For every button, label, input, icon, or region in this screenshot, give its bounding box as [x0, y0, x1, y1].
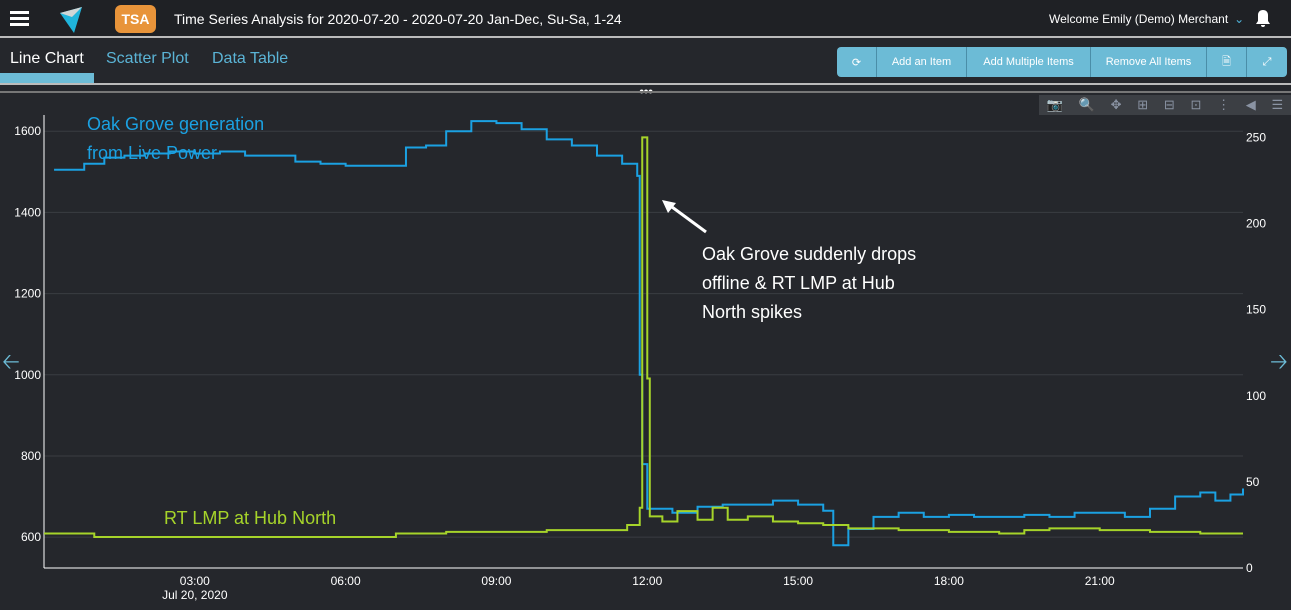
refresh-icon: ⟳ [851, 56, 862, 69]
expand-icon: ⤢ [1262, 55, 1272, 68]
y-right-tick-label: 0 [1246, 561, 1253, 575]
x-tick-label: 21:00 [1085, 574, 1115, 588]
next-arrow-icon[interactable]: 🡢 [1270, 349, 1288, 374]
document-icon: 🗎 [1222, 55, 1231, 68]
line-chart: 600 800 1000 1200 1400 1600 0 50 100 150 200 250 03:… [14, 114, 1266, 602]
tab-data-table[interactable]: Data Table [212, 50, 289, 67]
hamburger-menu-icon[interactable] [10, 11, 29, 26]
autoscale-icon[interactable]: ⊡ [1190, 97, 1202, 112]
hover-closest-icon[interactable]: ◀ [1245, 97, 1256, 112]
annotation-arrow [671, 205, 707, 234]
x-tick-label: 18:00 [934, 574, 964, 588]
annotation-text: offline & RT LMP at Hub [702, 273, 895, 293]
camera-icon[interactable]: 📷 [1046, 97, 1064, 112]
zoom-icon[interactable]: 🔍 [1078, 97, 1095, 112]
y-right-tick-label: 100 [1246, 389, 1266, 403]
chart-modebar: 📷 🔍 ✥ ⊞ ⊟ ⊡ ⋮ ◀ ☰ [1039, 95, 1291, 115]
bell-icon[interactable] [1254, 9, 1272, 28]
oak-grove-series-line [54, 120, 1244, 547]
y-left-tick-label: 600 [21, 530, 41, 544]
y-right-tick-label: 150 [1246, 303, 1266, 317]
zoom-out-icon[interactable]: ⊟ [1163, 97, 1175, 112]
x-tick-label: 06:00 [331, 574, 361, 588]
user-menu[interactable]: Welcome Emily (Demo) Merchant ⌄ [1049, 12, 1244, 26]
y-left-tick-label: 1600 [14, 124, 41, 138]
annotation-arrowhead [662, 200, 676, 213]
chevron-down-icon: ⌄ [1234, 12, 1245, 26]
previous-arrow-icon[interactable]: 🡠 [2, 349, 20, 374]
y-left-tick-label: 1200 [14, 287, 41, 301]
spike-lines-icon[interactable]: ⋮ [1217, 97, 1231, 112]
toolbar: ⟳ Add an Item Add Multiple Items Remove … [837, 47, 1287, 77]
remove-all-items-button[interactable]: Remove All Items [1091, 47, 1207, 77]
x-sublabel: Jul 20, 2020 [162, 588, 228, 602]
top-bar: TSA Time Series Analysis for 2020-07-20 … [0, 0, 1291, 38]
zoom-in-icon[interactable]: ⊞ [1137, 97, 1149, 112]
x-tick-label: 12:00 [632, 574, 662, 588]
divider [0, 91, 1291, 93]
x-tick-label: 15:00 [783, 574, 813, 588]
tab-line-chart[interactable]: Line Chart [10, 50, 84, 67]
x-tick-label: 03:00 [180, 574, 210, 588]
add-item-button[interactable]: Add an Item [877, 47, 967, 77]
blue-series-label: Oak Grove generation [87, 114, 264, 134]
fullscreen-button[interactable]: ⤢ [1247, 47, 1287, 77]
active-tab-indicator [0, 73, 94, 83]
tsa-badge[interactable]: TSA [115, 5, 156, 33]
pan-icon[interactable]: ✥ [1110, 97, 1122, 112]
add-multiple-items-button[interactable]: Add Multiple Items [967, 47, 1091, 77]
app-logo-icon[interactable] [58, 5, 84, 35]
export-button[interactable]: 🗎 [1207, 47, 1247, 77]
welcome-text: Welcome Emily (Demo) Merchant [1049, 12, 1229, 26]
x-tick-label: 09:00 [481, 574, 511, 588]
refresh-button[interactable]: ⟳ [837, 47, 877, 77]
rt-lmp-series-line [44, 136, 1243, 538]
annotation-text: North spikes [702, 302, 802, 322]
page-title: Time Series Analysis for 2020-07-20 - 20… [174, 11, 622, 27]
hover-compare-icon[interactable]: ☰ [1271, 97, 1284, 112]
y-left-tick-label: 1000 [14, 368, 41, 382]
tab-scatter-plot[interactable]: Scatter Plot [106, 50, 189, 67]
blue-series-label: from Live Power [87, 143, 217, 163]
annotation-text: Oak Grove suddenly drops [702, 244, 916, 264]
y-left-tick-label: 800 [21, 449, 41, 463]
y-left-tick-label: 1400 [14, 205, 41, 219]
view-tabs: Line Chart Scatter Plot Data Table [0, 40, 1291, 85]
green-series-label: RT LMP at Hub North [164, 508, 336, 528]
y-right-tick-label: 50 [1246, 475, 1260, 489]
y-right-tick-label: 250 [1246, 130, 1266, 144]
y-right-tick-label: 200 [1246, 217, 1266, 231]
